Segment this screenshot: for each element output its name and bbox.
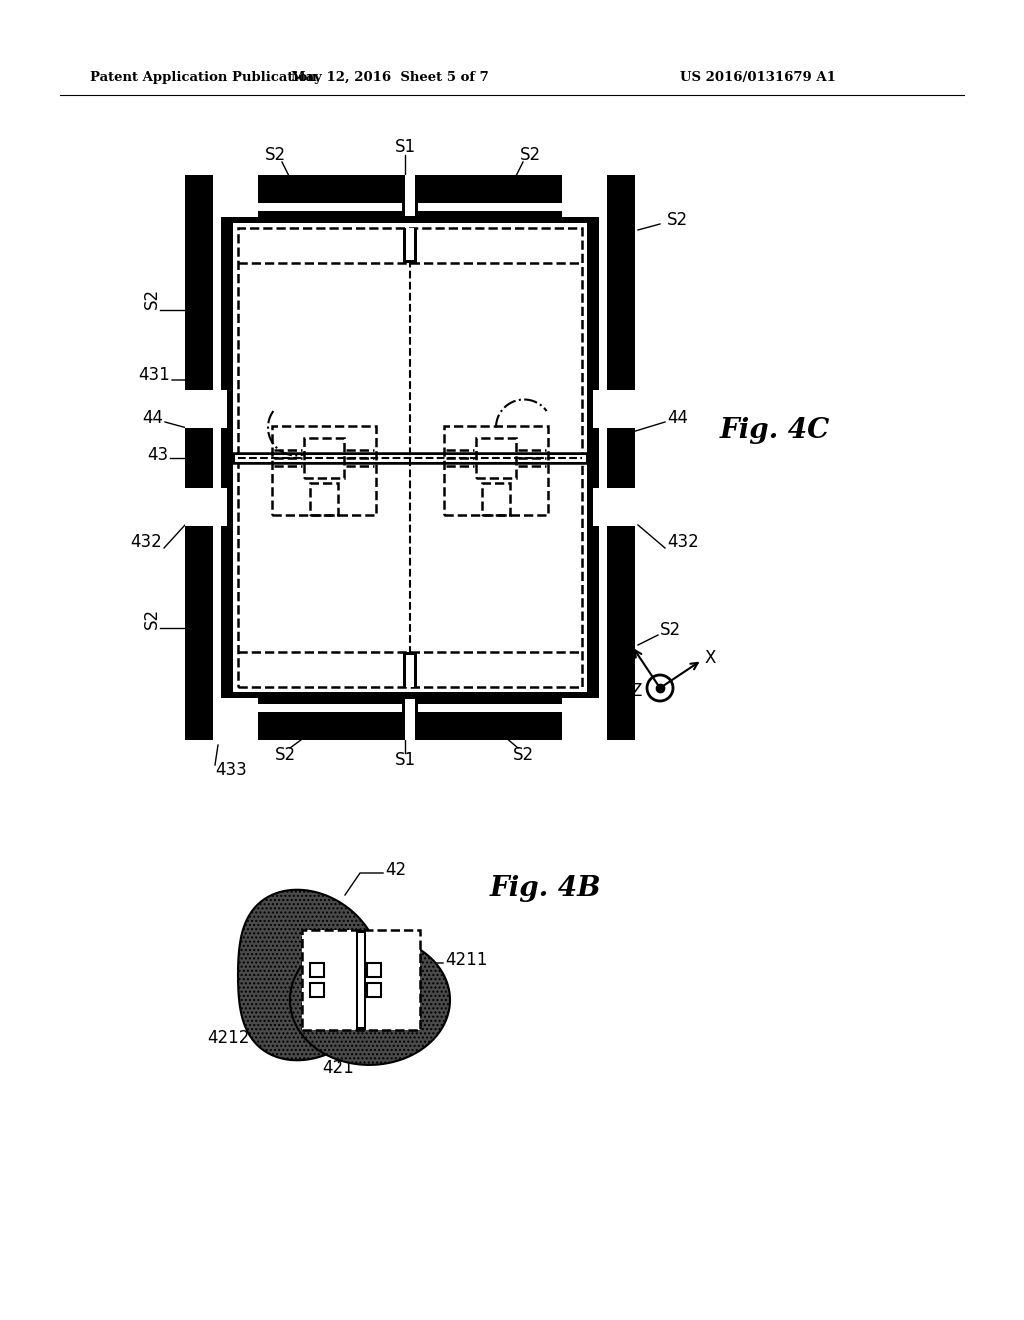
Polygon shape <box>290 935 450 1065</box>
Bar <box>221 211 599 223</box>
Bar <box>358 933 364 1027</box>
Bar <box>304 437 344 478</box>
Bar <box>406 228 414 260</box>
Text: S2: S2 <box>512 746 534 764</box>
Bar <box>607 176 635 741</box>
Text: Fig. 4B: Fig. 4B <box>490 874 602 902</box>
Text: S2: S2 <box>667 211 688 228</box>
Text: 432: 432 <box>130 533 162 550</box>
Text: S2: S2 <box>264 147 286 164</box>
Bar <box>302 931 420 1030</box>
Text: Patent Application Publication: Patent Application Publication <box>90 71 316 84</box>
Bar <box>406 176 415 216</box>
Bar <box>185 176 213 203</box>
Bar <box>185 389 227 428</box>
Text: May 12, 2016  Sheet 5 of 7: May 12, 2016 Sheet 5 of 7 <box>291 71 488 84</box>
Text: S2: S2 <box>143 607 161 628</box>
Bar <box>213 698 258 741</box>
Text: Fig. 4C: Fig. 4C <box>720 417 830 444</box>
Bar <box>221 692 599 704</box>
Bar <box>356 931 366 1030</box>
Text: 432: 432 <box>667 533 698 550</box>
Bar <box>221 211 233 704</box>
Text: S1: S1 <box>394 751 416 770</box>
Text: Y: Y <box>620 630 630 647</box>
Text: S2: S2 <box>274 746 296 764</box>
Bar <box>593 487 635 525</box>
Bar <box>272 426 376 515</box>
Bar <box>367 964 381 977</box>
Bar <box>310 483 338 515</box>
Bar <box>593 389 635 428</box>
Bar <box>482 483 510 515</box>
Text: S2: S2 <box>660 620 681 639</box>
Text: 42: 42 <box>385 861 407 879</box>
Bar <box>403 228 417 263</box>
Bar <box>406 700 415 741</box>
Bar <box>213 203 607 711</box>
Bar <box>402 176 418 219</box>
Bar <box>310 964 324 977</box>
Bar <box>403 652 417 686</box>
Bar <box>607 711 635 741</box>
Bar <box>607 176 635 203</box>
Bar <box>562 176 607 216</box>
Text: 421: 421 <box>323 1059 354 1077</box>
Bar <box>367 983 381 997</box>
Bar <box>213 176 258 216</box>
Bar <box>302 931 420 1030</box>
Text: 44: 44 <box>667 409 688 426</box>
Bar <box>444 426 548 515</box>
Text: X: X <box>705 649 716 667</box>
Text: S2: S2 <box>143 288 161 309</box>
Text: S1: S1 <box>394 139 416 156</box>
Bar <box>185 711 213 741</box>
Bar <box>185 176 213 741</box>
Bar <box>185 711 635 741</box>
Bar <box>310 983 324 997</box>
Text: 433: 433 <box>215 762 247 779</box>
Bar <box>476 437 516 478</box>
Bar <box>562 698 607 741</box>
Text: 44: 44 <box>142 409 163 426</box>
Bar <box>406 655 414 686</box>
Text: 431: 431 <box>138 366 170 384</box>
Text: 4211: 4211 <box>445 950 487 969</box>
Bar <box>185 487 227 525</box>
Bar <box>402 696 418 741</box>
Text: S2: S2 <box>519 147 541 164</box>
Bar <box>238 228 582 686</box>
Text: 4212: 4212 <box>208 1030 250 1047</box>
Polygon shape <box>238 890 382 1060</box>
Bar <box>587 211 599 704</box>
Text: US 2016/0131679 A1: US 2016/0131679 A1 <box>680 71 836 84</box>
Text: 43: 43 <box>146 446 168 465</box>
Bar <box>233 223 587 692</box>
Text: Z: Z <box>631 682 642 700</box>
Bar <box>185 176 635 203</box>
